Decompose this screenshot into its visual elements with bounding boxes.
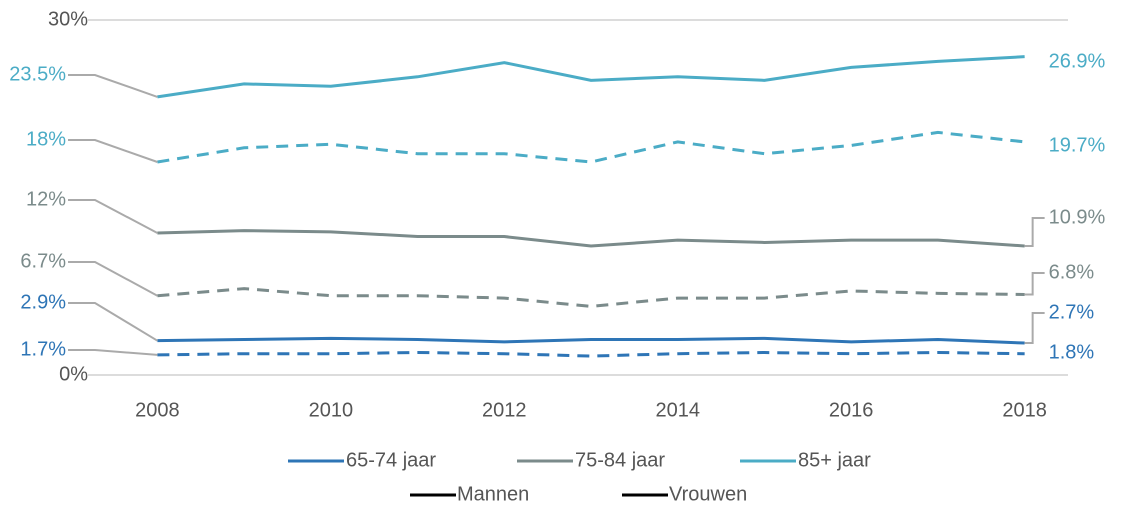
y-tick-label: 30% (48, 8, 88, 30)
leader-line (68, 139, 158, 163)
leader-line (1024, 217, 1045, 248)
leader-line (68, 261, 158, 297)
leader-line (68, 302, 158, 342)
legend-label: 75-84 jaar (575, 449, 665, 471)
value-label: 10.9% (1049, 206, 1106, 228)
series-line (157, 55, 1025, 99)
value-label: 12% (26, 188, 66, 210)
leader-line (1024, 312, 1045, 345)
x-tick-label: 2010 (309, 399, 354, 421)
x-tick-label: 2012 (482, 399, 527, 421)
leader-line (68, 199, 158, 234)
value-label: 23.5% (9, 63, 66, 85)
x-tick-label: 2008 (135, 399, 180, 421)
legend-label: 65-74 jaar (346, 449, 436, 471)
value-label: 2.7% (1049, 301, 1095, 323)
value-label: 1.8% (1049, 341, 1095, 363)
y-tick-label: 0% (59, 363, 88, 385)
x-tick-label: 2018 (1002, 399, 1047, 421)
series-line (157, 287, 1025, 308)
value-label: 19.7% (1049, 134, 1106, 156)
series-line (157, 351, 1025, 358)
value-label: 6.8% (1049, 261, 1095, 283)
leader-line (68, 74, 158, 98)
value-label: 1.7% (20, 338, 66, 360)
legend-label: Vrouwen (669, 483, 747, 505)
x-tick-label: 2014 (655, 399, 700, 421)
value-label: 2.9% (20, 291, 66, 313)
x-tick-label: 2016 (829, 399, 874, 421)
series-line (157, 130, 1025, 164)
value-label: 18% (26, 128, 66, 150)
leader-line (68, 349, 158, 356)
leader-line (1024, 272, 1045, 296)
legend-label: 85+ jaar (798, 449, 871, 471)
series-line (157, 229, 1025, 248)
value-label: 6.7% (20, 250, 66, 272)
series-line (157, 336, 1025, 345)
value-label: 26.9% (1049, 50, 1106, 72)
legend-label: Mannen (457, 483, 529, 505)
